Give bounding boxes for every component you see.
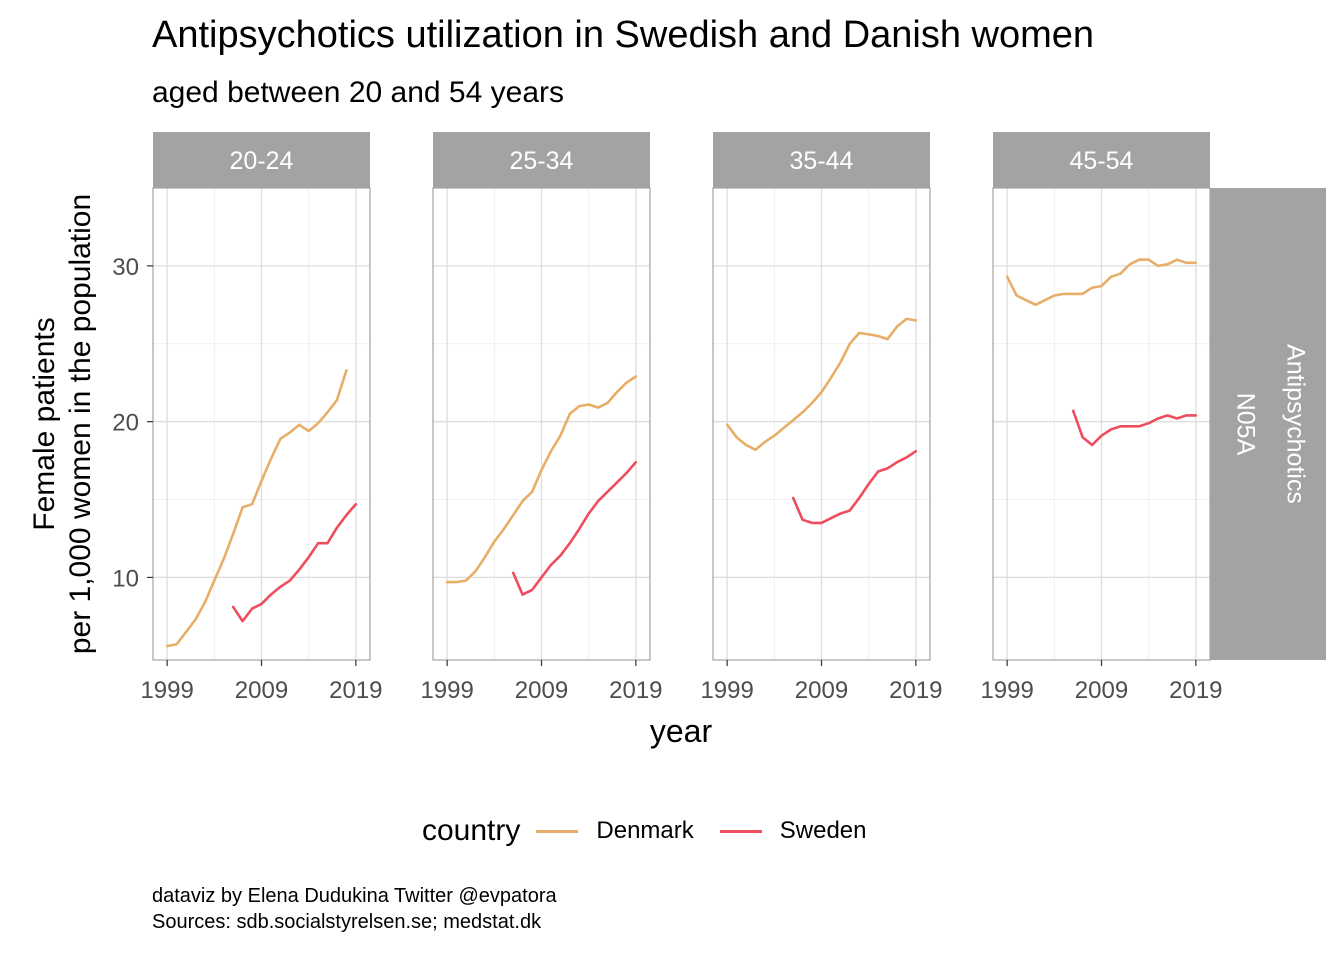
series-line-sweden xyxy=(511,460,638,596)
legend: country Denmark Sweden xyxy=(422,806,892,856)
facet-strip xyxy=(713,132,930,188)
facet-strip xyxy=(153,132,370,188)
facet-strip-label: 35-44 xyxy=(790,147,854,175)
right-strip-label-code: N05A xyxy=(1231,393,1259,456)
y-axis-title-line: per 1,000 women in the population xyxy=(64,194,97,654)
chart-subtitle: aged between 20 and 54 years xyxy=(152,76,564,109)
right-strip: Antipsychotics N05A xyxy=(1210,188,1326,660)
legend-item-sweden: Sweden xyxy=(719,817,867,845)
x-tick-label: 1999 xyxy=(700,677,753,704)
series-line-sweden xyxy=(791,450,918,525)
x-tick-label: 2009 xyxy=(1075,677,1128,704)
x-tick-label: 2009 xyxy=(515,677,568,704)
panel-35-44: 35-44 1999 2009 2019 xyxy=(700,132,943,704)
x-tick-label: 2009 xyxy=(235,677,288,704)
y-tick-label: 10 xyxy=(112,565,139,592)
right-strip-background xyxy=(1210,188,1326,660)
facet-strip xyxy=(993,132,1210,188)
series-line-sweden xyxy=(1071,409,1198,447)
panel-20-24: 20-24 1999 2009 2019 10 20 30 xyxy=(112,132,383,704)
x-tick-label: 1999 xyxy=(140,677,193,704)
x-tick-label: 1999 xyxy=(980,677,1033,704)
facet-strip xyxy=(433,132,650,188)
series-line-denmark xyxy=(165,369,348,648)
x-tick-label: 2009 xyxy=(795,677,848,704)
series-line-denmark xyxy=(725,317,918,451)
facet-strip-label: 45-54 xyxy=(1070,147,1134,175)
caption-line-credit: dataviz by Elena Dudukina Twitter @evpat… xyxy=(152,885,557,907)
series-line-denmark xyxy=(445,375,638,584)
facet-strip-label: 25-34 xyxy=(510,147,574,175)
x-tick-label: 1999 xyxy=(420,677,473,704)
legend-title: country xyxy=(422,814,521,847)
right-strip-label-antipsychotics: Antipsychotics xyxy=(1281,344,1309,504)
legend-key-sweden xyxy=(719,829,762,833)
y-tick-label: 30 xyxy=(112,254,139,281)
y-axis-title: Female patients per 1,000 women in the po… xyxy=(28,194,97,654)
y-tick-label: 20 xyxy=(112,410,139,437)
facet-strip-label: 20-24 xyxy=(230,147,294,175)
x-tick-label: 2019 xyxy=(329,677,382,704)
chart-title: Antipsychotics utilization in Swedish an… xyxy=(152,14,1095,56)
panel-25-34: 25-34 1999 2009 2019 xyxy=(420,132,663,704)
series-line-sweden xyxy=(231,502,358,623)
panel-45-54: 45-54 1999 2009 2019 xyxy=(980,132,1223,704)
legend-item-denmark: Denmark xyxy=(536,817,694,845)
legend-label-denmark: Denmark xyxy=(596,817,694,844)
x-tick-label: 2019 xyxy=(889,677,942,704)
legend-label-sweden: Sweden xyxy=(779,817,867,844)
x-tick-label: 2019 xyxy=(1169,677,1222,704)
caption: dataviz by Elena Dudukina Twitter @evpat… xyxy=(152,883,557,935)
y-axis-title-line: Female patients xyxy=(28,317,61,530)
series-line-denmark xyxy=(1005,258,1198,307)
legend-key-denmark xyxy=(536,829,579,833)
x-axis-title: year xyxy=(650,713,713,749)
x-tick-label: 2019 xyxy=(609,677,662,704)
caption-line-sources: Sources: sdb.socialstyrelsen.se; medstat… xyxy=(152,911,542,933)
